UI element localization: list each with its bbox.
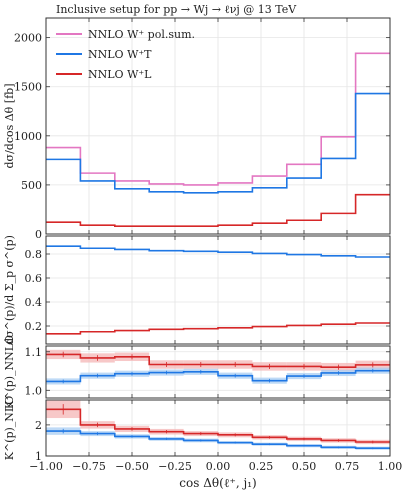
panel-4: 1 2 K^(p)_NLO [3,396,391,463]
x-tick-label: 0.75 [335,460,360,473]
chart-title: Inclusive setup for pp → Wj → ℓνj @ 13 T… [56,3,297,16]
x-tick-label: −0.50 [115,460,149,473]
series-line-2 [46,430,390,450]
panel-frame [45,399,391,457]
y-axis-label: K^(p)_NLO [3,396,16,461]
y-tick-label: 1 [35,450,42,463]
y-tick-label: 0.6 [25,272,43,285]
series-line-2 [46,322,390,335]
y-axis-label: K^(p)_NNLO [3,335,16,409]
series-line-1 [46,52,390,186]
panel-frame [45,345,391,399]
y-tick-label: 0 [35,228,42,241]
x-axis: −1.00 −0.75 −0.50 −0.25 0.00 0.25 0.50 0.75 1.00 [29,460,402,473]
y-axis-label: dσ/dcos Δθ [fb] [3,84,16,169]
panel-2: 0.2 0.4 0.6 0.8 dσ^(p)/d Σ_p σ^(p) [3,235,391,345]
panel-1: 0 500 1000 1500 2000 dσ/dcos Δθ [fb] NNLO W⁺ p… [3,17,391,241]
legend-label: NNLO W⁺ pol.sum. [88,28,195,41]
x-tick-label: 0.25 [249,460,274,473]
series-line-2 [46,92,390,194]
panel-frame [45,235,391,345]
y-tick-label: 2 [35,419,42,432]
panel-frame [45,17,391,235]
y-tick-label: 0.8 [25,248,43,261]
y-tick-label: 2000 [14,32,42,45]
series-line-1 [46,408,390,443]
panels: 0 500 1000 1500 2000 dσ/dcos Δθ [fb] NNLO W⁺ p… [3,17,391,463]
y-tick-label: 1000 [14,130,42,143]
y-tick-label: 500 [21,179,42,192]
series-line-1 [46,245,390,258]
x-tick-label: −0.75 [72,460,106,473]
y-tick-label: 0.4 [25,296,43,309]
x-tick-label: 0.00 [206,460,231,473]
x-tick-label: 0.50 [292,460,317,473]
legend-label: NNLO W⁺T [88,48,152,61]
panel-3: 1.0 1.1 K^(p)_NNLO [3,335,391,409]
legend-label: NNLO W⁺L [88,68,152,81]
y-tick-label: 0.2 [25,320,43,333]
series-line-2 [46,369,390,383]
x-tick-label: 1.00 [378,460,403,473]
series-line-1 [46,353,390,368]
x-tick-label: −1.00 [29,460,63,473]
y-tick-label: 1.0 [25,384,43,397]
y-tick-label: 1.1 [25,346,43,359]
x-tick-label: −0.25 [158,460,192,473]
y-tick-label: 1500 [14,81,42,94]
x-axis-label: cos Δθ(ℓ⁺, j₁) [179,476,256,490]
series-line-3 [46,193,390,227]
y-axis-label: dσ^(p)/d Σ_p σ^(p) [3,235,16,345]
